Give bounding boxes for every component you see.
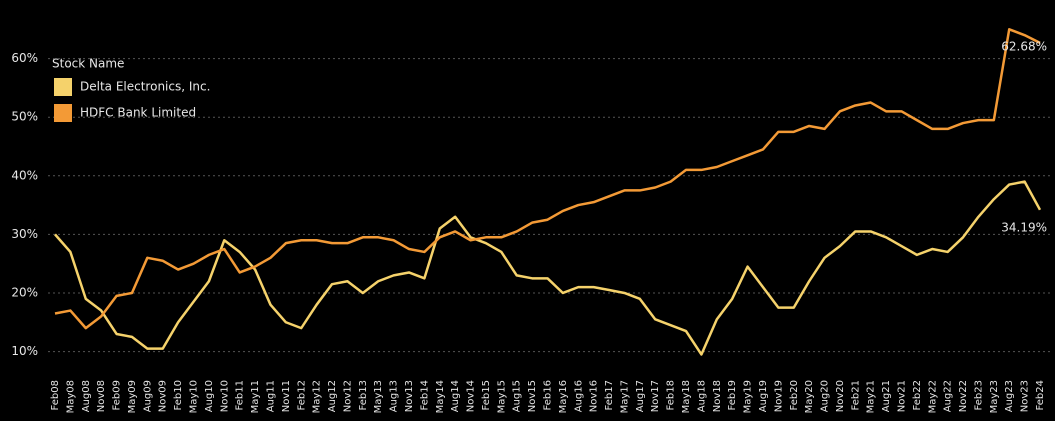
x-tick-label: May18 xyxy=(681,380,692,413)
x-tick-label: Aug08 xyxy=(81,380,92,412)
x-tick-label: Nov16 xyxy=(589,380,600,412)
x-tick-label: May13 xyxy=(373,380,384,413)
y-tick-label: 40% xyxy=(11,168,38,182)
x-tick-label: May08 xyxy=(65,380,76,413)
line-series xyxy=(54,28,1041,330)
legend-title: Stock Name xyxy=(52,57,124,71)
x-tick-label: Nov22 xyxy=(958,380,969,412)
x-tick-label: May22 xyxy=(927,380,938,413)
x-tick-label: Feb11 xyxy=(235,380,246,410)
x-tick-label: May09 xyxy=(127,380,138,413)
x-tick-label: May16 xyxy=(558,380,569,413)
x-tick-label: Feb22 xyxy=(912,380,923,410)
x-tick-label: May14 xyxy=(435,380,446,413)
x-tick-label: Aug15 xyxy=(512,380,523,412)
value-label: 62.68% xyxy=(1001,39,1047,53)
x-tick-label: Aug23 xyxy=(1004,380,1015,412)
x-tick-label: Aug11 xyxy=(265,380,276,412)
x-tick-label: Aug13 xyxy=(389,380,400,412)
legend-swatch xyxy=(54,78,72,96)
x-tick-label: Feb08 xyxy=(50,380,61,410)
x-tick-label: Feb18 xyxy=(666,380,677,410)
x-tick-label: May20 xyxy=(804,380,815,413)
y-tick-label: 60% xyxy=(11,51,38,65)
x-tick-label: Feb13 xyxy=(358,380,369,410)
x-tick-label: Aug22 xyxy=(943,380,954,412)
x-tick-label: Nov21 xyxy=(896,380,907,412)
x-tick-label: May15 xyxy=(496,380,507,413)
x-tick-label: Nov14 xyxy=(466,380,477,412)
x-tick-label: May23 xyxy=(989,380,1000,413)
x-tick-label: Nov15 xyxy=(527,380,538,412)
x-tick-label: Aug14 xyxy=(450,380,461,412)
x-tick-label: Aug19 xyxy=(758,380,769,412)
x-tick-label: Nov11 xyxy=(281,380,292,412)
x-tick-label: Nov17 xyxy=(650,380,661,412)
x-tick-label: Nov13 xyxy=(404,380,415,412)
value-label: 34.19% xyxy=(1001,220,1047,234)
x-tick-label: Aug12 xyxy=(327,380,338,412)
x-tick-label: Aug17 xyxy=(635,380,646,412)
x-tick-label: Nov08 xyxy=(96,380,107,412)
y-tick-label: 30% xyxy=(11,227,38,241)
x-tick-label: Aug20 xyxy=(820,380,831,412)
x-tick-label: Aug10 xyxy=(204,380,215,412)
x-tick-label: May21 xyxy=(866,380,877,413)
x-tick-label: Nov23 xyxy=(1020,380,1031,412)
y-tick-label: 50% xyxy=(11,110,38,124)
x-tick-label: Feb17 xyxy=(604,380,615,410)
x-tick-label: May12 xyxy=(312,380,323,413)
x-tick-label: Feb20 xyxy=(789,380,800,410)
x-tick-label: May11 xyxy=(250,380,261,413)
x-tick-label: Feb10 xyxy=(173,380,184,410)
line-series xyxy=(54,180,1042,356)
x-tick-label: Nov19 xyxy=(773,380,784,412)
x-tick-label: May17 xyxy=(619,380,630,413)
x-tick-label: Aug21 xyxy=(881,380,892,412)
y-tick-label: 10% xyxy=(11,344,38,358)
x-tick-label: Aug16 xyxy=(573,380,584,412)
legend-swatch xyxy=(54,104,72,122)
x-tick-label: Feb19 xyxy=(727,380,738,410)
x-tick-label: Feb14 xyxy=(419,380,430,410)
x-tick-label: Feb12 xyxy=(296,380,307,410)
x-tick-label: Aug18 xyxy=(696,380,707,412)
x-tick-label: May10 xyxy=(189,380,200,413)
x-tick-label: Feb16 xyxy=(543,380,554,410)
y-tick-label: 20% xyxy=(11,285,38,299)
x-tick-label: Nov09 xyxy=(158,380,169,412)
x-tick-label: Nov20 xyxy=(835,380,846,412)
x-tick-label: May19 xyxy=(743,380,754,413)
x-tick-label: Nov10 xyxy=(219,380,230,412)
x-tick-label: Feb09 xyxy=(112,380,123,410)
x-tick-label: Feb24 xyxy=(1035,380,1046,410)
x-tick-label: Feb15 xyxy=(481,380,492,410)
x-tick-label: Nov12 xyxy=(342,380,353,412)
x-tick-label: Nov18 xyxy=(712,380,723,412)
x-tick-label: Aug09 xyxy=(142,380,153,412)
x-tick-label: Feb21 xyxy=(850,380,861,410)
legend-label: Delta Electronics, Inc. xyxy=(80,80,210,94)
x-tick-label: Feb23 xyxy=(973,380,984,410)
legend-label: HDFC Bank Limited xyxy=(80,106,196,120)
